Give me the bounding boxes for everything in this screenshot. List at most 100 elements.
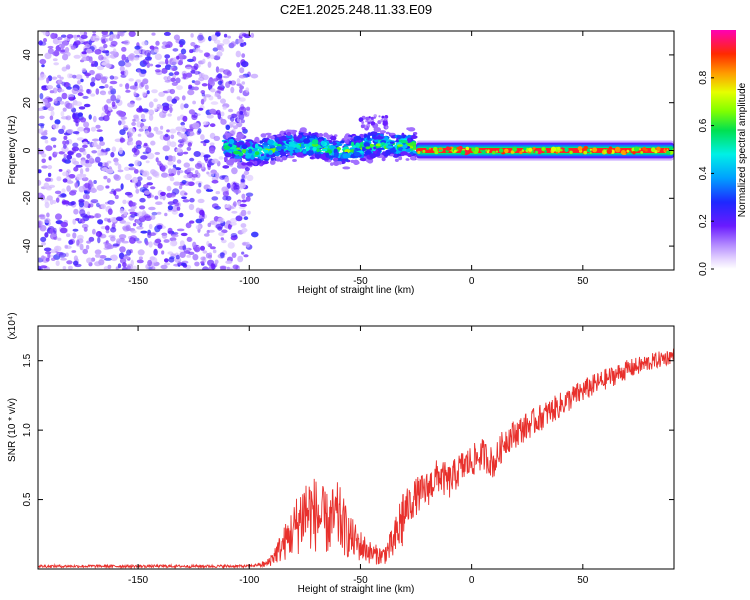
noise-blob bbox=[226, 182, 231, 189]
band-blob bbox=[312, 146, 317, 152]
noise-blob bbox=[180, 262, 187, 267]
noise-blob bbox=[71, 250, 77, 253]
noise-blob bbox=[231, 167, 238, 175]
noise-blob bbox=[244, 167, 250, 172]
signal-blob bbox=[638, 148, 642, 151]
noise-blob bbox=[63, 135, 68, 140]
noise-blob bbox=[135, 79, 142, 83]
noise-blob bbox=[127, 132, 133, 138]
noise-blob bbox=[155, 157, 159, 163]
noise-blob bbox=[69, 103, 75, 110]
noise-blob bbox=[50, 137, 57, 142]
noise-blob bbox=[184, 140, 189, 145]
noise-blob bbox=[88, 114, 92, 120]
noise-blob bbox=[47, 252, 51, 259]
noise-blob bbox=[124, 69, 129, 77]
band-blob bbox=[353, 159, 360, 165]
noise-blob bbox=[101, 50, 110, 54]
signal-blob bbox=[528, 147, 533, 152]
noise-blob bbox=[227, 223, 232, 230]
band-blob bbox=[250, 154, 254, 160]
signal-blob bbox=[589, 151, 592, 154]
noise-blob bbox=[130, 214, 136, 218]
noise-blob bbox=[193, 45, 201, 49]
noise-blob bbox=[150, 256, 158, 264]
band-blob bbox=[385, 145, 394, 149]
noise-blob bbox=[113, 190, 117, 196]
noise-blob bbox=[39, 58, 47, 65]
noise-blob bbox=[229, 121, 237, 125]
noise-blob bbox=[181, 95, 186, 101]
noise-blob bbox=[128, 141, 134, 146]
band-blob bbox=[372, 131, 378, 135]
noise-blob bbox=[236, 121, 243, 128]
noise-blob bbox=[65, 140, 70, 145]
noise-blob bbox=[101, 203, 106, 210]
noise-blob bbox=[98, 259, 105, 266]
noise-blob bbox=[124, 166, 130, 171]
noise-blob bbox=[229, 222, 237, 226]
noise-blob bbox=[60, 34, 67, 38]
noise-blob bbox=[220, 237, 224, 241]
band-blob bbox=[377, 120, 382, 125]
band-blob bbox=[292, 152, 296, 156]
noise-blob bbox=[167, 201, 175, 206]
noise-blob bbox=[219, 265, 227, 269]
noise-blob bbox=[148, 109, 155, 116]
noise-blob bbox=[128, 163, 134, 167]
noise-blob bbox=[111, 101, 116, 107]
noise-blob bbox=[221, 186, 229, 192]
noise-blob bbox=[204, 94, 212, 98]
noise-blob bbox=[55, 197, 60, 203]
noise-blob bbox=[104, 84, 109, 89]
noise-blob bbox=[176, 85, 183, 90]
noise-blob bbox=[75, 152, 82, 158]
noise-blob bbox=[200, 134, 205, 141]
band-blob bbox=[276, 158, 281, 162]
noise-blob bbox=[151, 171, 160, 177]
band-blob bbox=[303, 132, 309, 136]
band-blob bbox=[226, 159, 230, 165]
noise-blob bbox=[41, 64, 45, 68]
noise-blob bbox=[142, 91, 147, 97]
noise-blob bbox=[240, 209, 247, 217]
noise-blob bbox=[38, 123, 45, 127]
noise-blob bbox=[86, 88, 90, 94]
noise-blob bbox=[202, 121, 209, 126]
noise-blob bbox=[76, 239, 80, 246]
noise-blob bbox=[169, 192, 176, 198]
noise-blob bbox=[57, 74, 61, 79]
noise-blob bbox=[82, 248, 88, 255]
noise-blob bbox=[192, 100, 197, 105]
noise-blob bbox=[103, 53, 111, 59]
band-blob bbox=[363, 134, 368, 139]
noise-blob bbox=[110, 151, 115, 158]
noise-blob bbox=[40, 106, 44, 111]
noise-blob bbox=[72, 131, 80, 135]
noise-blob bbox=[203, 52, 210, 57]
noise-blob bbox=[191, 173, 198, 178]
spectrogram-marks bbox=[38, 31, 674, 270]
noise-blob bbox=[56, 96, 63, 103]
noise-blob bbox=[209, 54, 215, 60]
noise-blob bbox=[131, 121, 137, 126]
noise-blob bbox=[188, 203, 195, 211]
noise-blob bbox=[40, 236, 47, 242]
noise-blob bbox=[225, 81, 231, 88]
noise-blob bbox=[227, 35, 232, 39]
noise-blob bbox=[163, 31, 171, 36]
band-blob bbox=[360, 124, 365, 129]
noise-blob bbox=[200, 98, 205, 105]
noise-blob bbox=[84, 162, 92, 168]
noise-blob bbox=[207, 61, 212, 68]
noise-blob bbox=[94, 249, 102, 255]
band-blob bbox=[385, 131, 390, 135]
noise-blob bbox=[245, 87, 250, 93]
noise-blob bbox=[109, 51, 117, 55]
noise-blob bbox=[180, 103, 185, 110]
noise-blob bbox=[221, 47, 225, 52]
noise-blob bbox=[89, 156, 93, 162]
noise-blob bbox=[66, 233, 71, 238]
noise-blob bbox=[41, 153, 47, 158]
noise-blob bbox=[58, 252, 67, 258]
